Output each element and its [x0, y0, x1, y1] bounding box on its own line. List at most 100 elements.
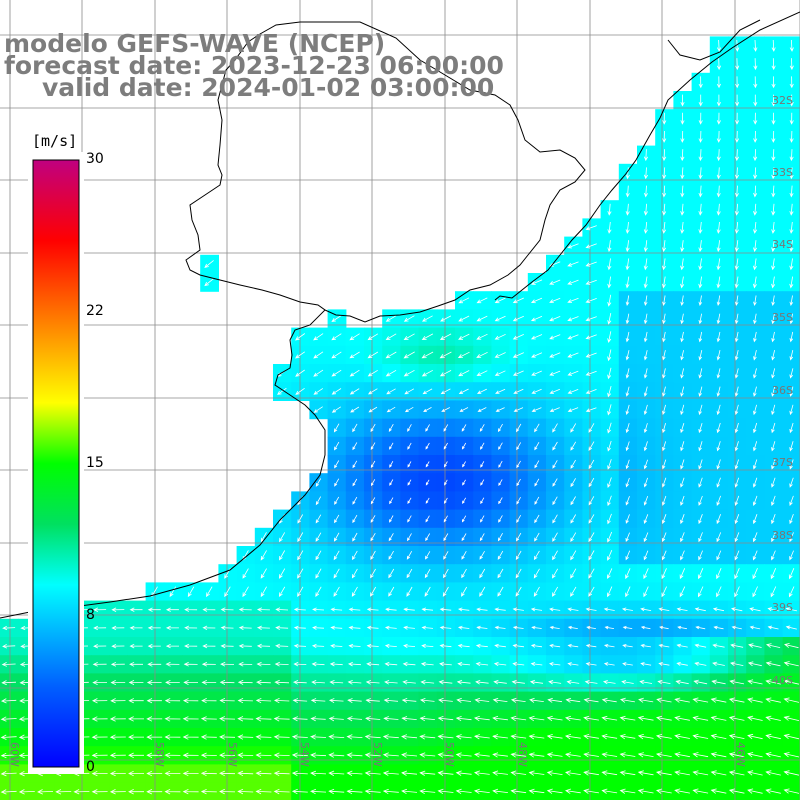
wind-speed-cell: [291, 564, 310, 583]
wind-arrow: [789, 477, 794, 488]
wind-arrow: [661, 550, 667, 561]
wind-arrow: [770, 568, 777, 580]
wind-arrow: [419, 698, 435, 703]
wind-arrow: [716, 331, 721, 343]
wind-arrow: [546, 752, 563, 758]
wind-speed-cell: [473, 491, 492, 511]
wind-arrow: [765, 715, 781, 721]
wind-speed-cell: [345, 491, 365, 511]
wind-speed-cell: [728, 782, 747, 800]
wind-speed-cell: [382, 473, 401, 492]
wind-speed-cell: [327, 364, 347, 383]
wind-arrow: [220, 625, 234, 631]
wind-speed-cell: [473, 473, 492, 492]
wind-speed-cell: [455, 327, 474, 347]
wind-arrow: [788, 568, 795, 580]
wind-arrow: [698, 441, 703, 452]
wind-speed-cell: [436, 509, 456, 529]
wind-arrow: [292, 716, 308, 722]
wind-speed-cell: [400, 582, 420, 602]
wind-speed-cell: [782, 54, 800, 74]
wind-arrow: [388, 568, 395, 579]
wind-arrow: [475, 643, 488, 648]
wind-speed-cell: [564, 491, 583, 511]
wind-arrow: [662, 368, 666, 379]
wind-arrow: [384, 680, 398, 685]
wind-arrow: [643, 441, 648, 452]
wind-arrow: [698, 295, 703, 307]
wind-arrow: [437, 788, 454, 795]
wind-arrow: [716, 221, 721, 234]
wind-speed-cell: [327, 382, 347, 401]
wind-arrow: [771, 276, 776, 289]
wind-arrow: [771, 331, 775, 343]
wind-arrow: [659, 625, 669, 630]
wind-arrow: [710, 752, 727, 758]
wind-arrow: [643, 350, 648, 361]
wind-arrow: [607, 440, 612, 452]
wind-arrow: [279, 532, 286, 543]
wind-arrow: [295, 333, 306, 341]
wind-arrow: [716, 459, 721, 470]
wind-arrow: [585, 352, 597, 358]
wind-speed-cell: [345, 564, 365, 583]
wind-arrow: [512, 352, 524, 358]
wind-arrow: [607, 459, 612, 470]
wind-arrow: [662, 441, 667, 452]
wind-arrow: [662, 185, 667, 198]
wind-arrow: [165, 625, 179, 631]
wind-arrow: [164, 734, 181, 740]
wind-arrow: [625, 221, 630, 234]
wind-speed-cell: [527, 418, 547, 438]
wind-speed-cell: [546, 473, 565, 492]
wind-arrow: [407, 461, 412, 468]
wind-speed-cell: [291, 509, 310, 529]
wind-speed-cell: [436, 546, 456, 565]
wind-arrow: [0, 698, 17, 704]
wind-speed-cell: [200, 273, 219, 292]
wind-arrow: [658, 607, 670, 612]
wind-arrow: [693, 679, 708, 685]
wind-arrow: [601, 788, 618, 794]
wind-arrow: [346, 770, 363, 776]
wind-speed-cell: [291, 327, 310, 347]
wind-arrow: [473, 734, 490, 740]
wind-arrow: [273, 734, 290, 740]
wind-arrow: [367, 333, 379, 341]
wind-arrow: [643, 240, 648, 253]
wind-arrow: [473, 788, 490, 794]
wind-arrow: [637, 770, 654, 776]
wind-arrow: [128, 770, 144, 777]
wind-arrow: [735, 58, 740, 71]
wind-speed-cell: [436, 345, 456, 365]
wind-speed-cell: [345, 345, 365, 365]
wind-speed-cell: [582, 473, 602, 492]
wind-arrow: [643, 295, 648, 307]
wind-arrow: [382, 752, 399, 758]
wind-arrow: [680, 240, 685, 253]
wind-arrow: [734, 350, 739, 361]
wind-arrow: [662, 331, 666, 343]
wind-arrow: [637, 734, 654, 740]
wind-arrow: [716, 240, 721, 253]
wind-speed-cell: [491, 582, 511, 602]
wind-speed-cell: [400, 382, 420, 401]
wind-arrow: [238, 625, 252, 630]
wind-arrow: [625, 532, 630, 543]
wind-arrow: [475, 661, 489, 667]
wind-arrow: [625, 276, 630, 289]
colorbar-tick-8: 8: [86, 607, 95, 623]
wind-arrow: [716, 313, 721, 325]
wind-speed-cell: [455, 782, 474, 800]
wind-arrow: [492, 788, 508, 794]
wind-arrow: [588, 532, 595, 543]
wind-arrow: [625, 368, 630, 379]
wind-arrow: [475, 679, 489, 685]
wind-arrow: [586, 625, 596, 630]
wind-arrow: [789, 149, 794, 162]
wind-arrow: [333, 532, 340, 542]
wind-arrow: [388, 586, 395, 597]
wind-arrow: [364, 770, 381, 776]
wind-arrow: [403, 333, 415, 341]
wind-arrow: [293, 643, 307, 649]
